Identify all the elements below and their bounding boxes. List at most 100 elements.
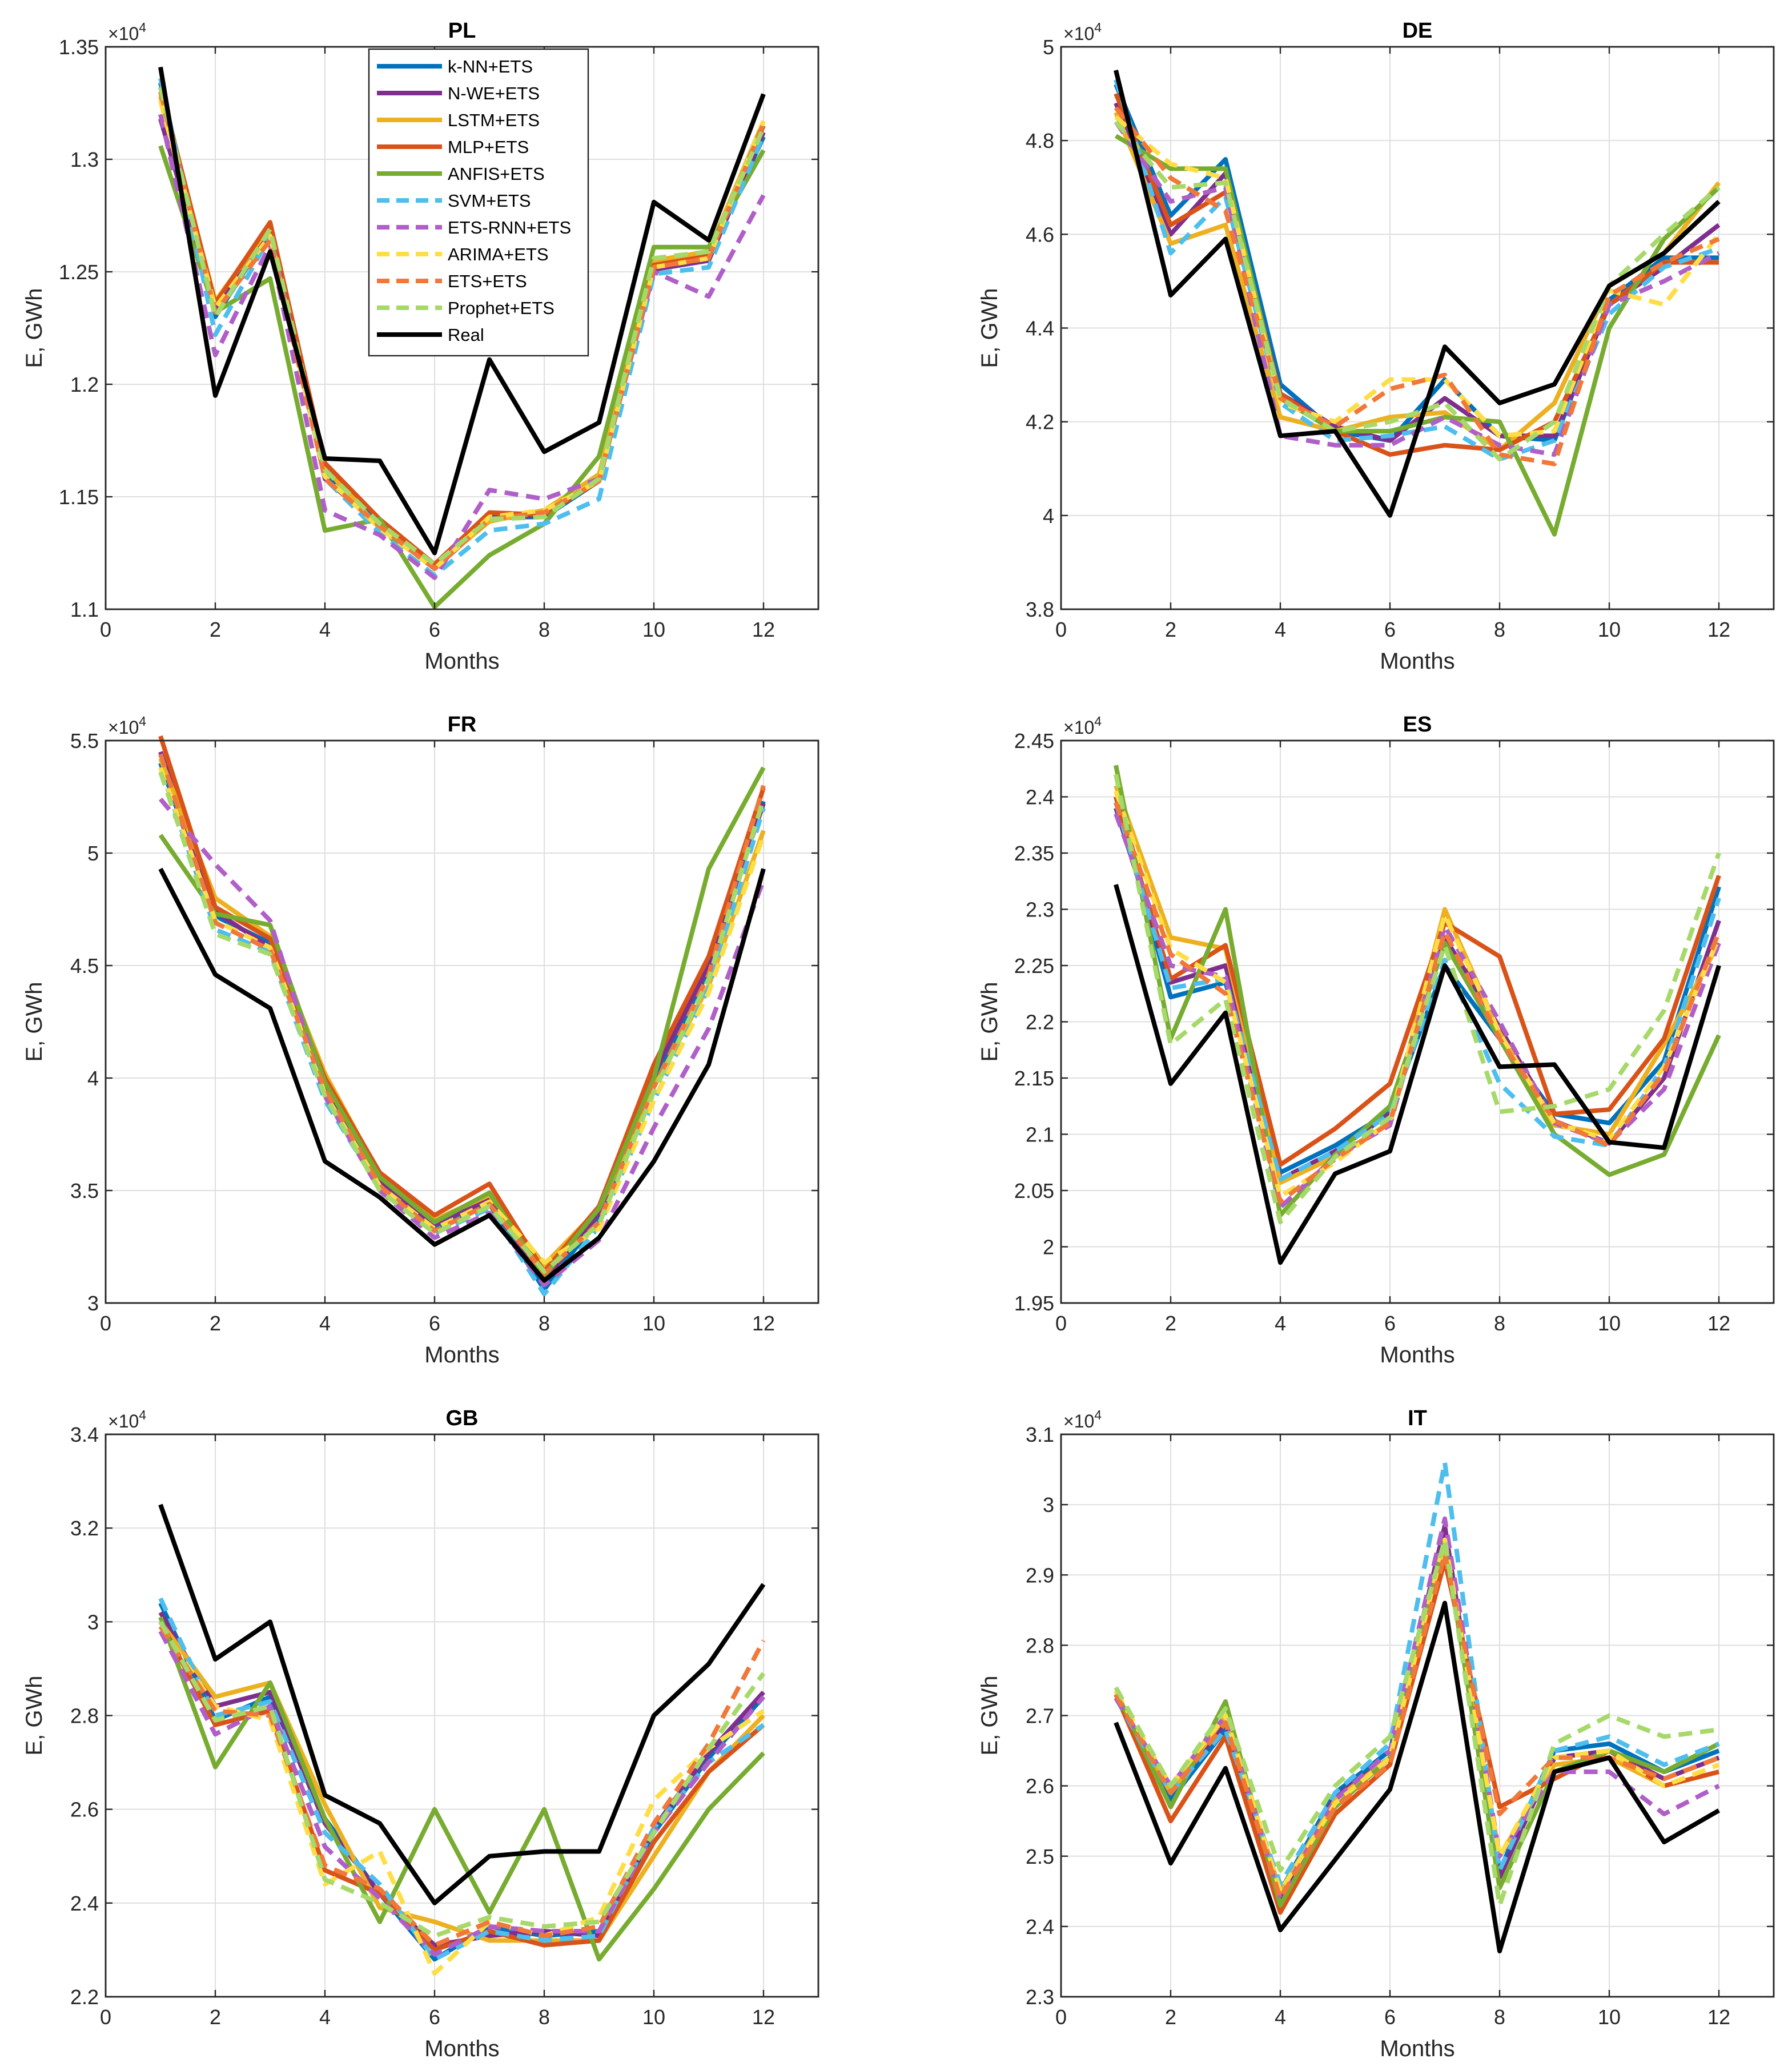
x-tick-label: 0 (100, 2005, 111, 2029)
legend-entry-label: ETS+ETS (448, 271, 527, 291)
y-tick-label: 4.5 (70, 954, 99, 978)
series-line-svm-ets (1114, 1460, 1720, 1887)
y-tick-label: 3.8 (1026, 598, 1054, 621)
axis-box (105, 739, 819, 1304)
x-axis-label: Months (424, 1342, 499, 1368)
panel-de: 0 2 4 6 8 10 12 3.8 4 4.2 4.4 4.6 4.8 5 ×104 DE Months E,… (977, 19, 1775, 674)
panel-title: FR (448, 713, 477, 737)
x-axis-label: Months (1380, 2036, 1455, 2061)
y-tick-label: 2.4 (1026, 786, 1054, 809)
y-tick-label: 2.4 (70, 1892, 99, 1915)
x-tick-label: 4 (319, 2005, 331, 2029)
y-exponent-label: ×104 (108, 714, 146, 738)
y-tick-label: 2.3 (1026, 1985, 1054, 2009)
series-line-prophet-ets (158, 1620, 766, 1939)
x-tick-label: 12 (752, 1312, 775, 1335)
series-group (1114, 70, 1721, 537)
y-tick-label: 2.8 (70, 1704, 99, 1728)
y-tick-label: 2.05 (1014, 1179, 1054, 1203)
legend-entry-label: ANFIS+ETS (448, 164, 545, 184)
y-tick-label: 2.35 (1014, 842, 1054, 865)
y-tick-label: 1.95 (1014, 1292, 1054, 1315)
x-tick-label: 6 (429, 1312, 440, 1335)
y-axis-label: E, GWh (977, 288, 1002, 368)
y-tick-label: 4 (87, 1067, 99, 1090)
x-tick-label: 2 (1165, 1312, 1176, 1335)
x-tick-label: 12 (1707, 1312, 1730, 1335)
y-exponent-label: ×104 (1063, 20, 1102, 44)
series-line-arima-ets (1114, 115, 1721, 439)
gridlines (106, 741, 818, 1303)
x-tick-label: 12 (752, 2005, 775, 2029)
series-line-anfis-ets (158, 766, 766, 1278)
x-axis-label: Months (1380, 649, 1455, 674)
y-tick-label: 3.2 (70, 1517, 99, 1540)
series-group (158, 1503, 766, 1976)
panel-es: 0 2 4 6 8 10 12 1.95 2 2.05 2.1 2.15 2.2 2.25 2.3 2.35 2… (977, 713, 1775, 1368)
panel-title: ES (1403, 713, 1432, 737)
legend-entry-label: Prophet+ETS (448, 298, 555, 318)
panel-title: IT (1408, 1406, 1427, 1430)
series-line-real (158, 66, 766, 556)
series-line-n-we-ets (158, 751, 766, 1283)
x-tick-label: 0 (1055, 2005, 1067, 2029)
series-line-ets-ets (1114, 1551, 1720, 1901)
y-tick-label: 4.8 (1026, 129, 1054, 152)
y-tick-label: 4.4 (1026, 317, 1054, 340)
series-line-arima-ets (1114, 1537, 1720, 1894)
y-exponent-label: ×104 (1063, 1408, 1102, 1431)
y-exponent-label: ×104 (108, 20, 146, 44)
x-tick-label: 0 (1055, 618, 1067, 641)
x-tick-label: 8 (1494, 618, 1505, 641)
y-tick-label: 2.6 (70, 1798, 99, 1821)
y-axis-label: E, GWh (22, 1675, 47, 1755)
y-tick-label: 2.8 (1026, 1634, 1054, 1657)
x-axis-label: Months (424, 2036, 499, 2061)
y-tick-label: 2.5 (1026, 1845, 1054, 1868)
y-axis-label: E, GWh (22, 982, 47, 1061)
y-tick-label: 2.2 (70, 1985, 99, 2009)
legend: k-NN+ETS N-WE+ETS LSTM+ETS MLP+ETS ANFIS+ETS… (368, 48, 589, 357)
series-line-arima-ets (158, 100, 766, 572)
y-exponent-label: ×104 (1063, 714, 1102, 738)
series-line-ets-ets (1114, 106, 1720, 467)
series-line-real (158, 1503, 766, 1905)
x-tick-label: 2 (210, 1312, 221, 1335)
y-tick-label: 4 (1043, 504, 1054, 528)
y-tick-label: 3 (87, 1610, 99, 1634)
x-tick-label: 6 (1384, 1312, 1396, 1335)
x-tick-label: 4 (319, 1312, 331, 1335)
y-tick-label: 1.3 (70, 148, 99, 171)
y-tick-label: 2.3 (1026, 898, 1054, 922)
series-line-prophet-ets (158, 86, 766, 567)
series-line-ets-rnn-ets (158, 797, 766, 1288)
x-tick-label: 6 (1384, 618, 1396, 641)
series-line-anfis-ets (158, 1616, 765, 1962)
x-tick-label: 2 (1165, 618, 1176, 641)
x-tick-label: 12 (1707, 2005, 1730, 2029)
x-tick-label: 0 (1055, 1312, 1067, 1335)
x-axis-label: Months (1380, 1342, 1455, 1368)
series-line-lstm-ets (1114, 785, 1721, 1185)
series-line-ets-ets (1114, 802, 1721, 1204)
x-tick-label: 4 (1275, 618, 1286, 641)
series-line-svm-ets (158, 78, 766, 578)
y-axis-label: E, GWh (977, 982, 1002, 1061)
series-line-real (1114, 1600, 1720, 1953)
series-line-arima-ets (1114, 790, 1721, 1199)
y-axis-label: E, GWh (22, 288, 47, 368)
series-line-prophet-ets (1114, 774, 1721, 1225)
y-tick-label: 2.1 (1026, 1123, 1054, 1147)
x-tick-label: 0 (100, 618, 111, 641)
series-line-real (1114, 884, 1721, 1265)
panel-title: DE (1403, 19, 1433, 43)
series-group (1114, 1460, 1720, 1953)
series-line-mlp-ets (1114, 796, 1721, 1167)
y-exponent-label: ×104 (108, 1408, 146, 1431)
x-tick-label: 0 (100, 1312, 111, 1335)
y-tick-label: 1.25 (59, 260, 99, 284)
series-line-arima-ets (158, 766, 766, 1265)
x-tick-label: 2 (1165, 2005, 1176, 2029)
y-tick-label: 4.2 (1026, 411, 1054, 434)
x-tick-label: 8 (1494, 2005, 1505, 2029)
